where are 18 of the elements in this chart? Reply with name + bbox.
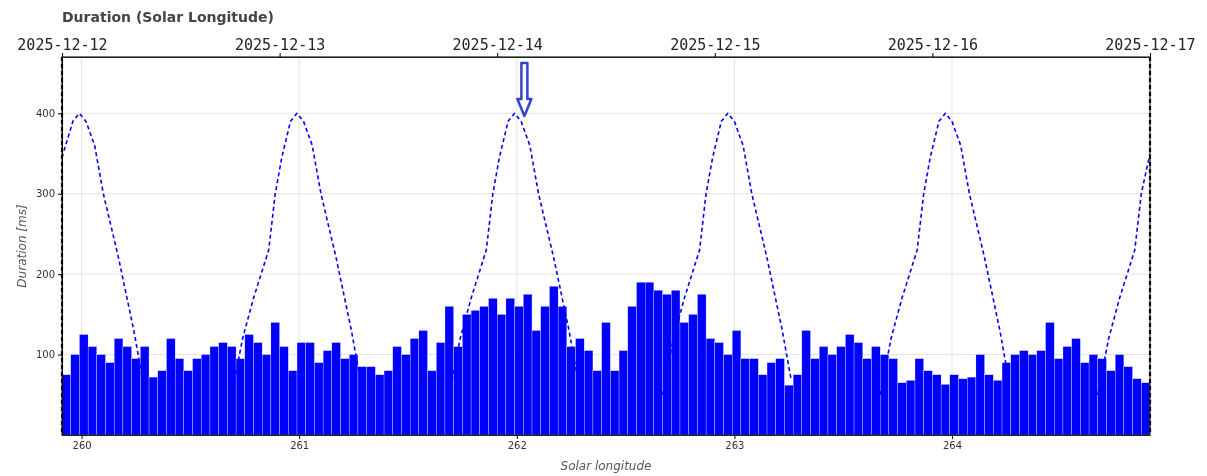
x2-tick-label: 2025-12-17 <box>1105 36 1196 54</box>
x2-tick-label: 2025-12-16 <box>887 36 979 54</box>
y-tick-label: 400 <box>35 108 55 119</box>
x2-tick-label: 2025-12-15 <box>670 36 761 54</box>
x-axis-title: Solar longitude <box>560 459 652 473</box>
x-tick-label: 261 <box>290 440 310 452</box>
x2-tick-label: 2025-12-12 <box>17 36 108 54</box>
chart-title: Duration (Solar Longitude) <box>62 9 274 25</box>
x-tick-label: 262 <box>507 440 527 452</box>
y-tick-label: 100 <box>35 349 55 361</box>
x2-tick-label: 2025-12-14 <box>452 36 543 54</box>
y-tick-label: 300 <box>35 188 55 200</box>
x-tick-label: 260 <box>72 440 92 452</box>
x2-tick-label: 2025-12-13 <box>234 36 326 54</box>
x-tick-label: 263 <box>725 440 745 452</box>
y-axis-title: Duration [ms] <box>15 204 29 288</box>
y-tick-label: 200 <box>35 268 55 280</box>
x-tick-label: 264 <box>942 440 963 452</box>
